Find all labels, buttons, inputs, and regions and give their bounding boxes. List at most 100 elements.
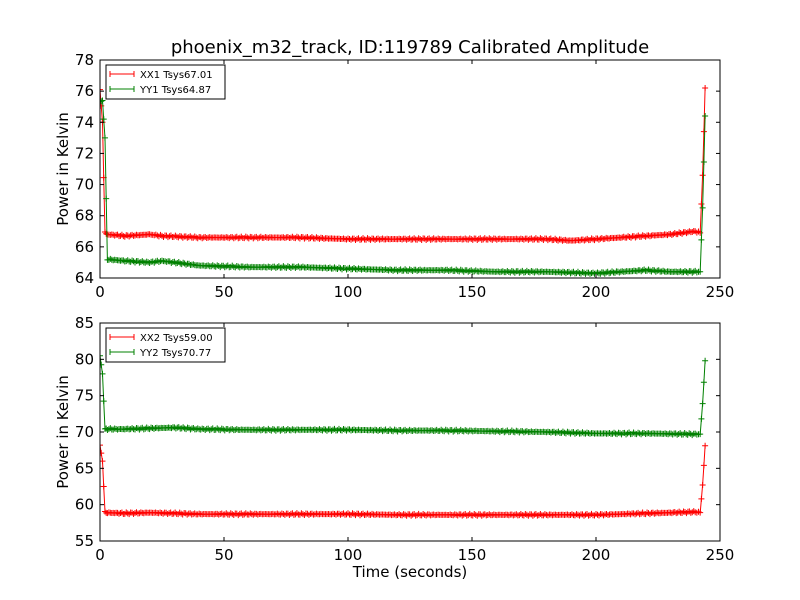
data-point — [546, 236, 553, 243]
axes-frame — [99, 59, 721, 279]
data-point — [699, 482, 706, 489]
x-tick-label: 250 — [706, 546, 735, 564]
data-point — [159, 257, 165, 264]
data-point — [606, 235, 613, 242]
data-point — [100, 86, 103, 93]
data-point — [700, 128, 707, 135]
data-point — [103, 195, 110, 202]
data-point — [590, 236, 597, 243]
x-tick-label: 0 — [95, 546, 105, 564]
x-tick-label: 250 — [706, 283, 735, 301]
data-point — [155, 258, 162, 265]
data-point — [190, 261, 197, 268]
data-point — [163, 258, 170, 265]
data-point — [100, 483, 107, 490]
data-point — [103, 230, 110, 237]
x-tick-label: 150 — [458, 283, 487, 301]
data-point — [702, 442, 709, 449]
series-0-0 — [100, 85, 709, 244]
x-tick-label: 50 — [214, 546, 233, 564]
bottom-plot: 0 50 100 150 200 250 55 60 65 70 75 80 85 Power in Ke… — [54, 314, 734, 581]
data-point — [325, 265, 332, 272]
data-point — [124, 510, 131, 517]
series-line — [100, 87, 706, 242]
data-point — [185, 234, 192, 241]
legend-marker — [109, 71, 135, 77]
data-point — [698, 495, 705, 502]
series-0-1 — [100, 97, 709, 277]
data-point — [698, 201, 705, 208]
data-point — [698, 415, 705, 422]
x-tick-label: 150 — [458, 546, 487, 564]
y-tick-label: 60 — [75, 496, 94, 514]
y-axis-label: Power in Kelvin — [54, 112, 72, 226]
data-point — [100, 361, 105, 368]
data-point — [166, 510, 173, 517]
x-tick-label: 50 — [214, 283, 233, 301]
legend-label: YY1 Tsys64.87 — [139, 85, 211, 96]
data-point — [697, 431, 704, 438]
data-point — [223, 263, 230, 270]
data-point — [101, 134, 108, 141]
legend-marker — [109, 86, 135, 92]
data-point — [447, 267, 454, 274]
data-point — [697, 509, 704, 516]
y-tick-label: 65 — [75, 459, 94, 477]
data-point — [120, 233, 127, 240]
data-point — [466, 267, 473, 274]
data-point — [690, 508, 697, 515]
y-tick-label: 72 — [75, 144, 94, 162]
y-tick-label: 70 — [75, 423, 94, 441]
data-point — [651, 510, 658, 517]
data-point — [689, 229, 696, 236]
data-point — [345, 265, 351, 272]
series-1-0 — [100, 442, 709, 519]
data-point — [654, 267, 661, 274]
data-point — [100, 398, 107, 405]
data-point — [100, 352, 103, 359]
y-tick-label: 76 — [75, 82, 94, 100]
data-point — [641, 233, 648, 240]
data-point — [616, 269, 623, 276]
y-tick-label: 66 — [75, 238, 94, 256]
data-point — [646, 233, 653, 240]
data-point — [107, 255, 114, 262]
series-1-1 — [100, 352, 709, 439]
data-point — [100, 116, 107, 123]
data-point — [683, 268, 690, 275]
chart-title: phoenix_m32_track, ID:119789 Calibrated … — [171, 37, 649, 58]
data-point — [699, 172, 706, 179]
data-point — [697, 268, 704, 275]
data-point — [642, 233, 649, 240]
data-point — [660, 267, 667, 274]
x-axis-label: Time (seconds) — [352, 563, 468, 581]
data-point — [100, 450, 105, 457]
y-tick-label: 85 — [75, 314, 94, 332]
x-tick-label: 200 — [582, 546, 611, 564]
legend-label: XX2 Tsys59.00 — [140, 333, 213, 344]
data-point — [698, 236, 705, 243]
series-line — [100, 445, 706, 517]
data-point — [111, 232, 118, 239]
series-line — [100, 99, 706, 275]
data-point — [663, 231, 670, 238]
legend-label: XX1 Tsys67.01 — [140, 70, 213, 81]
data-point — [702, 357, 709, 364]
data-point — [117, 510, 124, 517]
series-line — [100, 355, 706, 436]
data-point — [185, 260, 192, 267]
data-point — [700, 462, 707, 469]
y-tick-label: 68 — [75, 207, 94, 225]
data-point — [700, 158, 707, 165]
legend-label: YY2 Tsys70.77 — [139, 348, 211, 359]
y-tick-label: 64 — [75, 269, 94, 287]
data-point — [562, 236, 569, 243]
data-point — [699, 204, 706, 211]
data-point — [568, 269, 575, 276]
x-tick-label: 0 — [95, 283, 105, 301]
y-tick-label: 80 — [75, 350, 94, 368]
x-tick-label: 100 — [334, 283, 363, 301]
data-point — [146, 231, 153, 238]
legend: XX1 Tsys67.01 YY1 Tsys64.87 — [105, 64, 226, 100]
y-tick-label: 70 — [75, 176, 94, 194]
